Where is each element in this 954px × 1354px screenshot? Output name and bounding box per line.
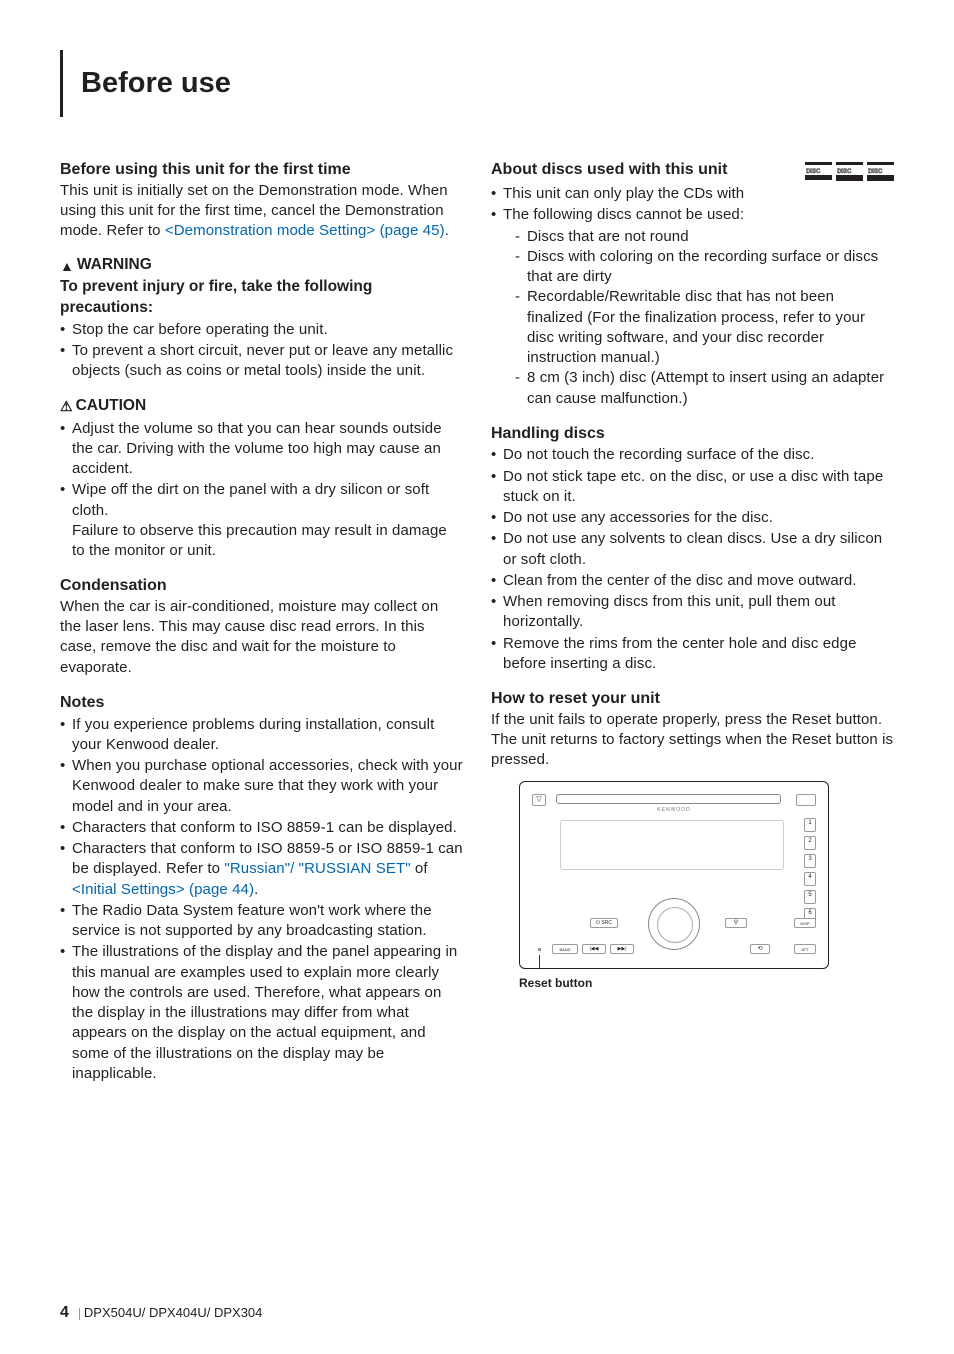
list-item: The Radio Data System feature won't work… (60, 901, 463, 942)
stereo-preset-4: 4 (804, 872, 816, 886)
list-item: Remove the rims from the center hole and… (491, 634, 894, 675)
content-columns: Before using this unit for the first tim… (60, 145, 894, 1085)
svg-text:DISC: DISC (806, 169, 821, 175)
list-item: Recordable/Rewritable disc that has not … (515, 287, 894, 368)
list-item: The illustrations of the display and the… (60, 942, 463, 1084)
list-item: The following discs cannot be used: Disc… (491, 205, 894, 409)
page-footer: 4 DPX504U/ DPX404U/ DPX304 (60, 1302, 262, 1324)
stereo-src-button: ⏻ SRC (590, 918, 618, 928)
initial-settings-link[interactable]: <Initial Settings> (page 44) (72, 881, 254, 898)
cd-rewritable-logo-icon: DISC (867, 159, 894, 183)
disc-logos: DISC DISC DISC (805, 159, 894, 183)
stereo-back-button: ⟲ (750, 944, 770, 954)
first-time-text-2: . (445, 222, 449, 239)
reset-caption: Reset button (519, 975, 894, 991)
list-item: Do not use any accessories for the disc. (491, 508, 894, 528)
handling-discs-heading: Handling discs (491, 423, 894, 445)
reset-body: If the unit fails to operate properly, p… (491, 710, 894, 771)
caution-label: CAUTION (76, 396, 147, 417)
stereo-preset-3: 3 (804, 854, 816, 868)
stereo-next-button: ▶▶| (610, 944, 634, 954)
stereo-brand-label: KENWOOD (520, 807, 828, 814)
list-item: Clean from the center of the disc and mo… (491, 571, 894, 591)
notes-heading: Notes (60, 692, 463, 714)
warning-list: Stop the car before operating the unit. … (60, 320, 463, 382)
list-item: To prevent a short circuit, never put or… (60, 341, 463, 382)
warning-subheading: To prevent injury or fire, take the foll… (60, 277, 463, 319)
first-time-body: This unit is initially set on the Demons… (60, 181, 463, 242)
list-item: Stop the car before operating the unit. (60, 320, 463, 340)
notes-list: If you experience problems during instal… (60, 715, 463, 1085)
list-item: Do not touch the recording surface of th… (491, 445, 894, 465)
svg-text:DISC: DISC (837, 169, 852, 175)
stereo-disp-button: DISP (794, 918, 816, 928)
list-item: When you purchase optional accessories, … (60, 756, 463, 817)
compact-disc-logo-icon: DISC (805, 159, 832, 183)
about-discs-list: This unit can only play the CDs with The… (491, 184, 894, 409)
russian-set-link[interactable]: "Russian"/ "RUSSIAN SET" (224, 860, 410, 877)
first-time-heading: Before using this unit for the first tim… (60, 159, 463, 181)
note-end: . (254, 881, 258, 898)
page-title: Before use (81, 64, 894, 103)
demo-mode-link[interactable]: <Demonstration mode Setting> (page 45) (165, 222, 445, 239)
warning-heading: ▲WARNING (60, 255, 152, 276)
page-title-bar: Before use (60, 50, 894, 117)
stereo-knob (648, 898, 700, 950)
stereo-preset-2: 2 (804, 836, 816, 850)
cannot-use-sublist: Discs that are not round Discs with colo… (515, 227, 894, 409)
stereo-reset-dot (538, 948, 541, 951)
about-discs-heading: About discs used with this unit (491, 159, 727, 181)
stereo-att-button: ATT (794, 944, 816, 954)
stereo-search-button: ⚲ (725, 918, 747, 928)
left-column: Before using this unit for the first tim… (60, 145, 463, 1085)
list-item: When removing discs from this unit, pull… (491, 592, 894, 633)
caution-heading: ⚠CAUTION (60, 396, 146, 417)
model-list: DPX504U/ DPX404U/ DPX304 (79, 1304, 262, 1322)
stereo-display (560, 820, 784, 870)
footer-divider (79, 1308, 80, 1320)
reset-diagram: ▽ KENWOOD 1 2 3 4 5 6 ⏻ SRC ⚲ DISP BAND … (519, 781, 829, 969)
svg-text:DISC: DISC (868, 169, 883, 175)
list-item: Wipe off the dirt on the panel with a dr… (60, 480, 463, 561)
list-item: 8 cm (3 inch) disc (Attempt to insert us… (515, 368, 894, 409)
list-item: If you experience problems during instal… (60, 715, 463, 756)
stereo-eject-button (796, 794, 816, 806)
note-mid: of (411, 860, 428, 877)
list-item: This unit can only play the CDs with (491, 184, 894, 204)
caution-list: Adjust the volume so that you can hear s… (60, 419, 463, 562)
stereo-band-button: BAND (552, 944, 578, 954)
list-item: Do not stick tape etc. on the disc, or u… (491, 467, 894, 508)
warning-triangle-icon: ▲ (60, 257, 74, 276)
caution-triangle-icon: ⚠ (60, 397, 73, 416)
list-item: Characters that conform to ISO 8859-5 or… (60, 839, 463, 900)
cd-recordable-logo-icon: DISC (836, 159, 863, 183)
list-item: Discs that are not round (515, 227, 894, 247)
stereo-preset-1: 1 (804, 818, 816, 832)
cannot-use-text: The following discs cannot be used: (503, 206, 744, 223)
stereo-triangle-button: ▽ (532, 794, 546, 806)
right-column: About discs used with this unit DISC DIS… (491, 145, 894, 1085)
stereo-disc-slot (556, 794, 781, 804)
condensation-body: When the car is air-conditioned, moistur… (60, 597, 463, 678)
stereo-preset-5: 5 (804, 890, 816, 904)
handling-discs-list: Do not touch the recording surface of th… (491, 445, 894, 674)
reset-pointer-line (539, 955, 540, 969)
list-item: Do not use any solvents to clean discs. … (491, 529, 894, 570)
reset-heading: How to reset your unit (491, 688, 894, 710)
models-text: DPX504U/ DPX404U/ DPX304 (84, 1305, 262, 1320)
list-item: Discs with coloring on the recording sur… (515, 247, 894, 288)
stereo-prev-button: |◀◀ (582, 944, 606, 954)
page-number: 4 (60, 1302, 69, 1324)
list-item: Characters that conform to ISO 8859-1 ca… (60, 818, 463, 838)
condensation-heading: Condensation (60, 575, 463, 597)
warning-label: WARNING (77, 255, 152, 276)
list-item: Adjust the volume so that you can hear s… (60, 419, 463, 480)
